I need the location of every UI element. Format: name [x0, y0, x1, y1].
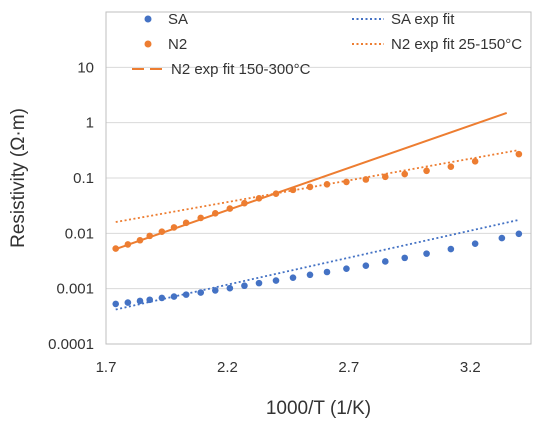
n2-point: [226, 205, 234, 212]
sa-point: [182, 291, 190, 298]
sa-point: [289, 274, 297, 281]
legend-label: SA: [168, 11, 188, 28]
sa-point: [471, 240, 479, 247]
series: [112, 111, 523, 311]
x-axis-title: 1000/T (1/K): [266, 398, 371, 419]
legend-label: N2: [168, 36, 187, 53]
n2-exp-fit-25-150-c-line: [115, 149, 520, 223]
y-tick-label: 0.001: [56, 281, 94, 298]
n2-point: [136, 236, 144, 244]
sa-point: [272, 277, 280, 284]
y-tick-label: 10: [77, 59, 94, 76]
x-tick-labels: 1.7 2.2 2.7 3.2: [96, 359, 481, 376]
legend-label: N2 exp fit 25-150°C: [391, 36, 522, 53]
sa-point: [401, 254, 409, 262]
sa-point: [241, 282, 248, 290]
legend-item-n2: N2: [144, 36, 187, 53]
sa-points: [112, 230, 523, 308]
n2-point: [211, 210, 219, 217]
n2-point: [381, 173, 389, 181]
n2-point: [182, 219, 190, 227]
n2-point: [401, 170, 409, 178]
n2-point: [447, 163, 455, 171]
grid-lines: [106, 66, 531, 345]
sa-point: [306, 271, 314, 279]
legend: SA SA exp fit N2 N2 exp fit 25-150°C N2 exp …: [132, 11, 522, 78]
sa-point: [226, 284, 234, 292]
n2-point: [306, 183, 314, 191]
n2-point: [170, 224, 178, 231]
n2-point: [241, 199, 248, 207]
sa-point: [197, 289, 205, 296]
n2-point: [255, 194, 263, 202]
legend-item-n2-exp-fit-150-300-c: N2 exp fit 150-300°C: [132, 61, 311, 78]
y-tick-label: 0.1: [73, 170, 94, 187]
y-tick-labels: 0.0001 0.001 0.01 0.1 1 10: [48, 59, 94, 353]
legend-marker: [144, 40, 152, 48]
legend-label: SA exp fit: [391, 11, 455, 28]
sa-point: [146, 296, 154, 304]
sa-point: [211, 287, 219, 294]
n2-point: [515, 150, 523, 158]
legend-marker: [144, 15, 152, 23]
sa-point: [343, 265, 350, 272]
sa-point: [381, 258, 389, 265]
sa-point: [136, 297, 144, 305]
y-axis-title: Resistivity (Ω·m): [8, 108, 29, 248]
sa-point: [323, 268, 331, 276]
y-tick-label: 0.0001: [48, 336, 94, 353]
n2-points: [112, 150, 523, 252]
legend-item-sa-exp-fit: SA exp fit: [352, 11, 455, 28]
x-tick-label: 1.7: [96, 359, 117, 376]
y-tick-label: 1: [86, 115, 94, 132]
x-tick-label: 3.2: [460, 359, 481, 376]
sa-point: [112, 300, 120, 308]
sa-point: [158, 294, 166, 302]
sa-point: [124, 299, 132, 306]
n2-point: [289, 186, 297, 194]
legend-item-n2-exp-fit-25-150-c: N2 exp fit 25-150°C: [352, 36, 522, 53]
n2-exp-fit-150-300-c-line: [115, 111, 508, 250]
n2-point: [197, 214, 205, 222]
n2-point: [343, 178, 350, 186]
sa-point: [498, 234, 506, 242]
n2-point: [158, 228, 166, 236]
n2-point: [112, 245, 120, 252]
legend-label: N2 exp fit 150-300°C: [171, 61, 311, 78]
n2-point: [124, 241, 132, 248]
y-tick-label: 0.01: [65, 225, 94, 242]
x-tick-label: 2.7: [338, 359, 359, 376]
n2-point: [146, 232, 154, 240]
plot-frame: [105, 11, 532, 345]
n2-point: [471, 158, 479, 165]
sa-point: [255, 279, 263, 287]
sa-point: [170, 293, 178, 300]
n2-point: [323, 180, 331, 188]
sa-point: [447, 245, 455, 253]
sa-point: [362, 262, 370, 270]
n2-point: [423, 167, 430, 175]
sa-point: [515, 230, 523, 238]
sa-point: [423, 250, 430, 257]
n2-point: [362, 176, 370, 183]
legend-item-sa: SA: [144, 11, 188, 28]
n2-point: [272, 190, 280, 198]
x-tick-label: 2.2: [217, 359, 238, 376]
